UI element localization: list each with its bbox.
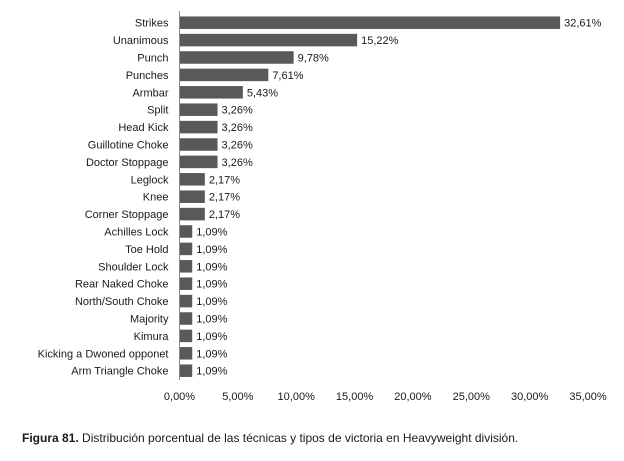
data-label: 1,09% (196, 279, 227, 291)
x-tick-label: 15,00% (336, 391, 374, 403)
caption-label: Figura 81. (22, 431, 79, 445)
bar (180, 120, 218, 134)
category-label: Majority (130, 314, 169, 326)
data-label: 7,61% (272, 70, 303, 82)
bar (180, 86, 243, 99)
data-label: 5,43% (247, 87, 278, 99)
bar (180, 242, 193, 256)
category-label: North/South Choke (75, 296, 169, 308)
bar (180, 207, 205, 221)
category-label: Unanimous (113, 35, 169, 47)
bar (180, 190, 205, 203)
category-label: Punch (137, 53, 168, 65)
data-label: 1,09% (196, 314, 227, 326)
data-label: 1,09% (196, 348, 227, 360)
bar (180, 260, 193, 273)
category-label: Kimura (134, 331, 170, 343)
figure-caption: Figura 81. Distribución porcentual de la… (22, 431, 518, 445)
x-tick-label: 5,00% (222, 391, 253, 403)
data-label: 1,09% (196, 244, 227, 256)
bar (180, 225, 193, 238)
data-label: 3,26% (222, 140, 253, 152)
data-label: 2,17% (209, 192, 240, 204)
data-label: 3,26% (222, 157, 253, 169)
bar (180, 364, 193, 377)
caption-text: Distribución porcentual de las técnicas … (78, 431, 519, 445)
x-tick-label: 35,00% (569, 391, 607, 403)
data-label: 32,61% (564, 18, 602, 30)
category-label: Leglock (131, 174, 169, 186)
bar (180, 329, 193, 343)
bar (180, 51, 294, 64)
x-tick-label: 25,00% (453, 391, 491, 403)
data-label: 2,17% (209, 174, 240, 186)
category-label: Shoulder Lock (98, 261, 169, 273)
category-label: Rear Naked Choke (75, 279, 169, 291)
category-label: Toe Hold (125, 244, 168, 256)
x-tick-label: 20,00% (394, 391, 432, 403)
data-label: 1,09% (196, 227, 227, 239)
bar (180, 138, 218, 151)
category-label: Achilles Lock (104, 227, 169, 239)
category-label: Guillotine Choke (88, 140, 169, 152)
data-label: 1,09% (196, 331, 227, 343)
bar (180, 103, 218, 116)
data-label: 1,09% (196, 296, 227, 308)
bar (180, 173, 205, 186)
x-tick-label: 0,00% (164, 391, 195, 403)
category-label: Arm Triangle Choke (71, 366, 168, 378)
data-label: 15,22% (361, 35, 399, 47)
bar (180, 347, 193, 360)
data-label: 9,78% (298, 53, 329, 65)
category-label: Kicking a Dwoned opponet (38, 348, 169, 360)
bar (180, 68, 269, 82)
bar (180, 155, 218, 169)
bar (180, 33, 358, 47)
category-label: Punches (126, 70, 169, 82)
data-label: 3,26% (222, 105, 253, 117)
category-label: Armbar (132, 87, 168, 99)
x-tick-label: 30,00% (511, 391, 549, 403)
bar (180, 277, 193, 290)
bar-chart: Strikes 32,61% Unanimous 15,22% Punch 9,78% Pu… (38, 11, 607, 403)
bar (180, 294, 193, 308)
data-label: 2,17% (209, 209, 240, 221)
category-label: Head Kick (118, 122, 169, 134)
category-label: Doctor Stoppage (86, 157, 169, 169)
data-label: 1,09% (196, 366, 227, 378)
category-label: Split (147, 105, 168, 117)
category-label: Strikes (135, 18, 169, 30)
x-tick-label: 10,00% (278, 391, 316, 403)
bar (180, 16, 561, 29)
category-label: Knee (143, 192, 169, 204)
bar (180, 312, 193, 325)
category-label: Corner Stoppage (85, 209, 169, 221)
data-label: 3,26% (222, 122, 253, 134)
data-label: 1,09% (196, 261, 227, 273)
